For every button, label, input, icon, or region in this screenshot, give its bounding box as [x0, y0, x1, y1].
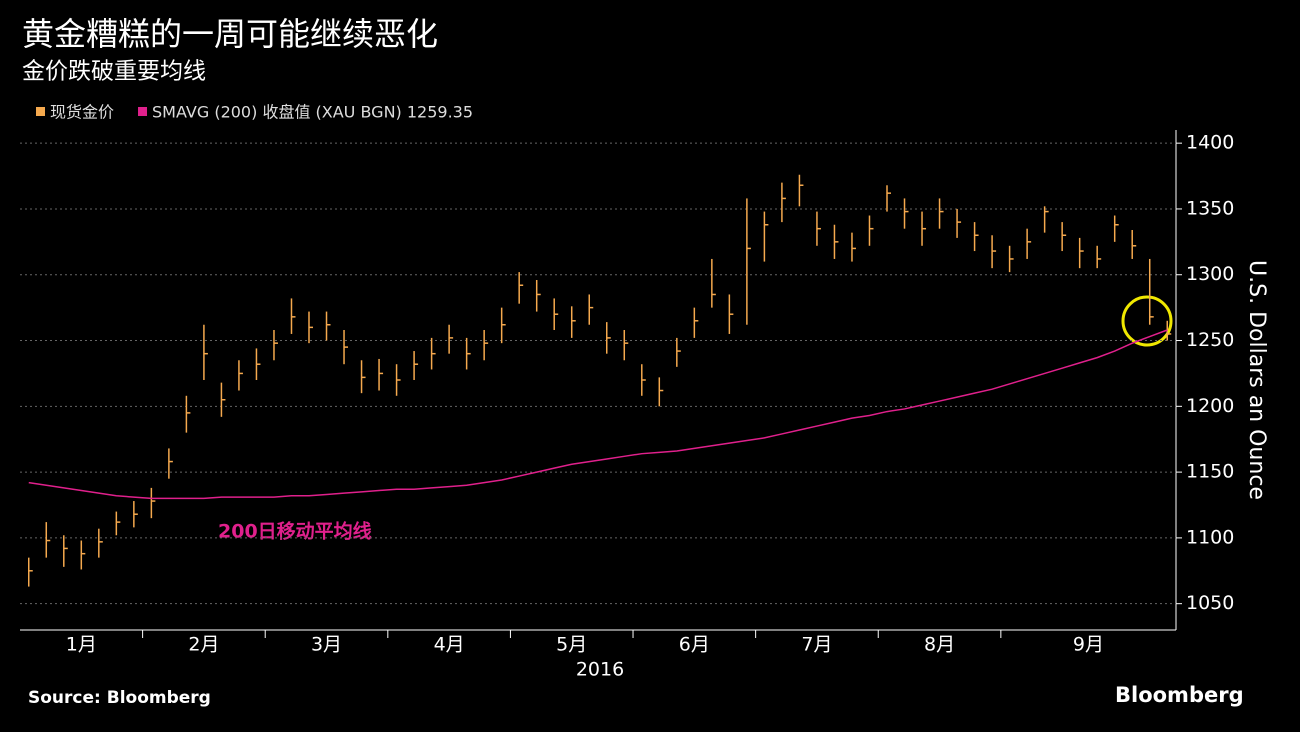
chart-title: 黄金糟糕的一周可能继续恶化 — [22, 15, 438, 53]
highlight-circle — [1121, 295, 1173, 347]
x-tick-label: 6月 — [679, 634, 710, 656]
y-tick-label: 1350 — [1186, 197, 1234, 219]
y-tick-label: 1100 — [1186, 526, 1234, 548]
chart-subtitle: 金价跌破重要均线 — [22, 59, 206, 85]
y-tick-label: 1300 — [1186, 263, 1234, 285]
y-tick-label: 1250 — [1186, 329, 1234, 351]
legend-label: SMAVG (200) 收盘值 (XAU BGN) 1259.35 — [152, 103, 473, 122]
x-tick-label: 3月 — [311, 634, 342, 656]
legend-swatch — [36, 107, 45, 116]
y-tick-label: 1050 — [1186, 592, 1234, 614]
legend-label: 现货金价 — [50, 103, 114, 122]
legend: 现货金价 SMAVG (200) 收盘值 (XAU BGN) 1259.35 — [36, 103, 473, 122]
x-tick-label: 2月 — [188, 634, 219, 656]
y-tick-label: 1200 — [1186, 395, 1234, 417]
x-tick-label: 9月 — [1073, 634, 1104, 656]
x-tick-label: 1月 — [66, 634, 97, 656]
x-tick-label: 8月 — [924, 634, 955, 656]
x-axis-label: 2016 — [576, 659, 624, 681]
annotation: 200日移动平均线 — [218, 520, 372, 543]
x-tick-label: 4月 — [434, 634, 465, 656]
y-axis-label: U.S. Dollars an Ounce — [1244, 260, 1269, 500]
legend-swatch — [138, 107, 148, 116]
sma-line — [28, 329, 1168, 500]
y-tick-label: 1150 — [1186, 461, 1234, 483]
y-tick-label: 1400 — [1186, 132, 1234, 154]
x-tick-label: 5月 — [556, 634, 587, 656]
source: Source: Bloomberg — [28, 688, 211, 708]
brand: Bloomberg — [1115, 683, 1244, 707]
x-tick-label: 7月 — [801, 634, 832, 656]
